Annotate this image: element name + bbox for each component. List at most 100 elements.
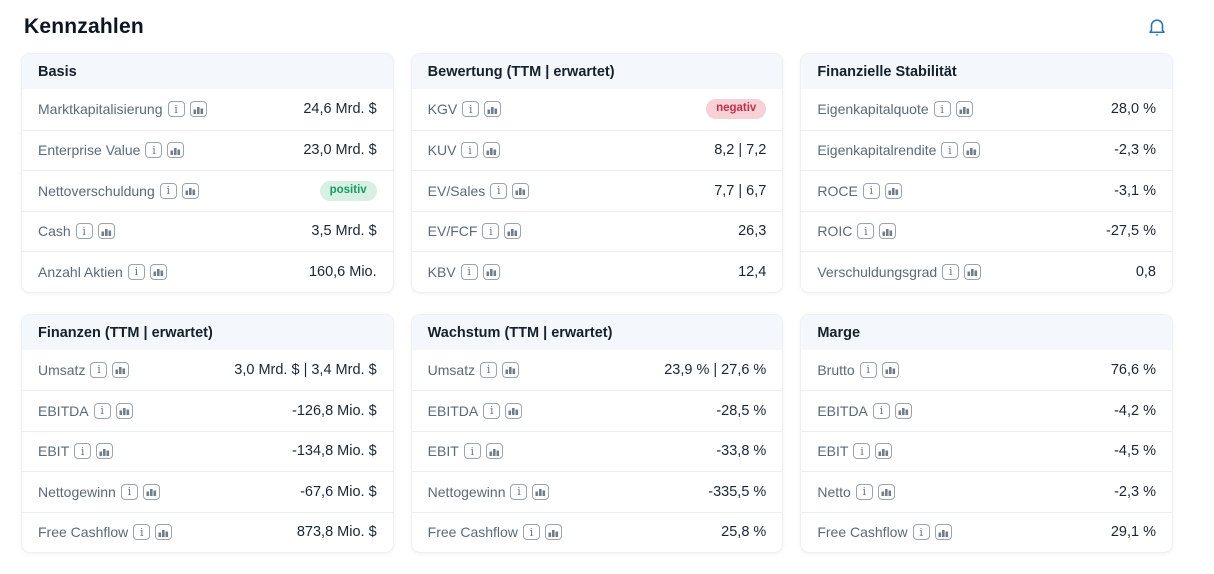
metric-row: Free Cashflow i 873,8 Mio. $ (22, 511, 393, 553)
info-icon[interactable]: i (127, 263, 145, 280)
info-icon[interactable]: i (74, 443, 92, 460)
metric-row: KUV i 8,2 | 7,2 (411, 129, 783, 171)
bar-chart-icon[interactable] (505, 402, 523, 419)
info-icon[interactable]: i (93, 402, 111, 419)
metric-label: Verschuldungsgrad (817, 263, 938, 280)
info-icon-glyph: i (174, 102, 178, 116)
metric-label: EV/FCF (427, 223, 478, 240)
info-icon-glyph: i (496, 184, 501, 198)
metric-label: Umsatz (38, 361, 86, 378)
bar-chart-icon[interactable] (955, 101, 973, 118)
info-icon[interactable]: i (482, 223, 500, 240)
bar-chart-icon[interactable] (532, 483, 550, 500)
metric-label-group: Verschuldungsgrad i (817, 263, 982, 280)
info-icon[interactable]: i (857, 223, 875, 240)
info-icon[interactable]: i (90, 361, 108, 378)
bar-chart-glyph (153, 269, 163, 277)
bar-chart-icon[interactable] (189, 101, 207, 118)
info-icon[interactable]: i (462, 101, 480, 118)
info-icon[interactable]: i (461, 142, 479, 159)
info-icon-glyph: i (468, 143, 472, 157)
metric-label-group: Nettogewinn i (428, 483, 550, 500)
bar-chart-icon[interactable] (964, 263, 982, 280)
info-icon[interactable]: i (855, 483, 873, 500)
bar-chart-glyph (885, 367, 895, 375)
info-icon[interactable]: i (522, 524, 540, 541)
bar-chart-icon[interactable] (877, 483, 895, 500)
bar-chart-icon[interactable] (544, 524, 562, 541)
metric-value: -28,5 % (716, 402, 767, 419)
bar-chart-glyph (193, 106, 203, 114)
info-icon[interactable]: i (75, 223, 93, 240)
info-icon[interactable]: i (490, 182, 508, 199)
info-icon[interactable]: i (480, 361, 498, 378)
metric-label: ROCE (817, 182, 858, 199)
bar-chart-icon[interactable] (879, 223, 897, 240)
info-icon[interactable]: i (159, 182, 177, 199)
info-icon[interactable]: i (859, 361, 877, 378)
bar-chart-icon[interactable] (112, 361, 130, 378)
bar-chart-icon[interactable] (155, 524, 173, 541)
info-icon[interactable]: i (145, 142, 163, 159)
metric-badge: positiv (319, 180, 377, 201)
metric-row: Free Cashflow i 25,8 % (411, 511, 783, 553)
info-icon[interactable]: i (912, 524, 930, 541)
bar-chart-icon[interactable] (482, 263, 500, 280)
bar-chart-icon[interactable] (149, 263, 167, 280)
bar-chart-icon[interactable] (884, 182, 902, 199)
card-rows: Umsatz i 23,9 % | 27,6 % EBITDA i (411, 350, 783, 553)
metric-label-group: Free Cashflow i (428, 524, 562, 541)
bar-chart-icon[interactable] (485, 443, 503, 460)
bar-chart-glyph (881, 489, 891, 497)
bar-chart-icon[interactable] (894, 402, 912, 419)
metric-value: 8,2 | 7,2 (714, 142, 767, 159)
bar-chart-icon[interactable] (504, 223, 522, 240)
metric-label: EBIT (38, 443, 70, 460)
metric-row: EV/FCF i 26,3 (411, 210, 783, 252)
metric-label-group: EBIT i (38, 443, 114, 460)
metric-value: -27,5 % (1106, 223, 1156, 240)
bar-chart-icon[interactable] (181, 182, 199, 199)
info-icon[interactable]: i (120, 483, 138, 500)
bar-chart-icon[interactable] (483, 142, 501, 159)
info-icon[interactable]: i (872, 402, 890, 419)
bar-chart-icon[interactable] (875, 443, 893, 460)
metric-label: EV/Sales (427, 182, 486, 199)
bar-chart-icon[interactable] (484, 101, 502, 118)
info-icon[interactable]: i (167, 101, 185, 118)
metric-label-group: EBITDA i (817, 402, 912, 419)
metric-row: EBIT i -134,8 Mio. $ (22, 430, 393, 472)
metrics-card: Finanzen (TTM | erwartet) Umsatz i 3,0 M… (22, 314, 393, 553)
info-icon[interactable]: i (133, 524, 151, 541)
info-icon[interactable]: i (933, 101, 951, 118)
bar-chart-icon[interactable] (502, 361, 520, 378)
info-icon[interactable]: i (460, 263, 478, 280)
bar-chart-icon[interactable] (963, 142, 981, 159)
metric-value: -33,8 % (716, 443, 767, 460)
metric-row: EBITDA i -28,5 % (411, 390, 783, 431)
metric-row: Nettogewinn i -335,5 % (411, 471, 783, 512)
notification-bell-button[interactable] (1144, 14, 1170, 40)
metric-value: -4,5 % (1114, 443, 1156, 460)
bar-chart-icon[interactable] (115, 402, 133, 419)
bar-chart-icon[interactable] (97, 223, 115, 240)
info-icon[interactable]: i (942, 263, 960, 280)
metric-label: Anzahl Aktien (38, 263, 123, 280)
bar-chart-icon[interactable] (142, 483, 160, 500)
metric-label-group: Eigenkapitalquote i (817, 101, 973, 118)
metric-value: -3,1 % (1114, 182, 1156, 199)
bar-chart-icon[interactable] (96, 443, 114, 460)
metric-label: Netto (817, 483, 851, 500)
info-icon[interactable]: i (510, 483, 528, 500)
metric-label-group: EV/Sales i (427, 182, 530, 199)
info-icon[interactable]: i (941, 142, 959, 159)
bar-chart-icon[interactable] (881, 361, 899, 378)
bar-chart-icon[interactable] (512, 182, 530, 199)
info-icon[interactable]: i (483, 402, 501, 419)
info-icon[interactable]: i (463, 443, 481, 460)
bar-chart-icon[interactable] (934, 524, 952, 541)
info-icon[interactable]: i (862, 182, 880, 199)
bar-chart-icon[interactable] (167, 142, 185, 159)
info-icon[interactable]: i (853, 443, 871, 460)
